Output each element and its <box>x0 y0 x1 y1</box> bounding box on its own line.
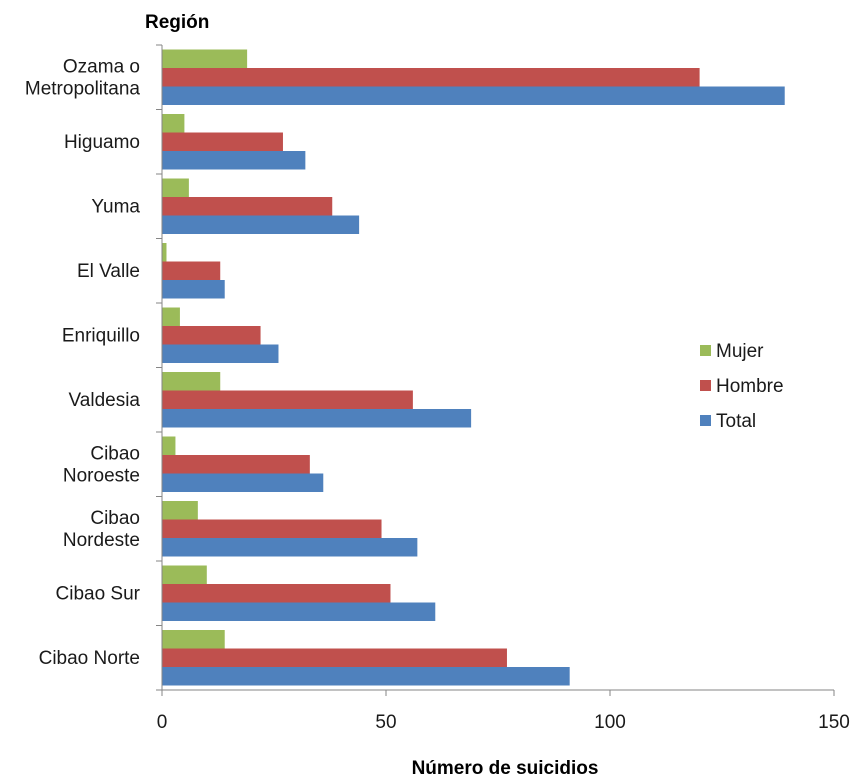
category-label: Ozama o Metropolitana <box>25 56 141 99</box>
category-label: Cibao Norte <box>39 648 140 669</box>
bar-hombre-5 <box>162 390 413 409</box>
bar-total-1 <box>162 151 306 170</box>
bar-hombre-9 <box>162 648 507 667</box>
x-tick-label: 150 <box>818 712 850 733</box>
category-label: El Valle <box>77 261 140 282</box>
bar-mujer-5 <box>162 372 221 391</box>
bar-hombre-3 <box>162 261 221 280</box>
bar-hombre-8 <box>162 584 391 603</box>
bar-mujer-9 <box>162 630 225 649</box>
category-label: Enriquillo <box>62 325 140 346</box>
category-label: Yuma <box>91 196 140 217</box>
legend-swatch-mujer <box>700 345 711 356</box>
bar-total-4 <box>162 344 279 363</box>
legend-label-total: Total <box>716 411 756 432</box>
legend-label-mujer: Mujer <box>716 341 764 362</box>
x-tick-label: 0 <box>157 712 168 733</box>
bar-mujer-4 <box>162 307 180 326</box>
bars-layer <box>162 49 785 686</box>
x-axis-title: Número de suicidios <box>412 758 599 777</box>
legend-swatch-hombre <box>700 380 711 391</box>
category-label: Cibao Noroeste <box>63 443 140 486</box>
bar-total-0 <box>162 86 785 105</box>
bar-mujer-6 <box>162 436 176 455</box>
bar-mujer-7 <box>162 501 198 520</box>
legend-label-hombre: Hombre <box>716 376 784 397</box>
bar-total-5 <box>162 409 472 428</box>
bar-hombre-7 <box>162 519 382 538</box>
bar-total-9 <box>162 667 570 686</box>
bar-mujer-2 <box>162 178 189 197</box>
legend-swatch-total <box>700 415 711 426</box>
bar-mujer-1 <box>162 114 185 133</box>
bar-mujer-8 <box>162 565 207 584</box>
bar-mujer-0 <box>162 49 248 68</box>
category-label: Valdesia <box>69 390 141 411</box>
bar-total-6 <box>162 473 324 492</box>
bar-hombre-2 <box>162 197 333 216</box>
bar-hombre-1 <box>162 132 283 151</box>
category-labels: Ozama o Metropolitana Higuamo Yuma El Valle E… <box>25 56 141 669</box>
axis-layer: 0 50 100 150 <box>156 44 850 733</box>
x-tick-label: 50 <box>375 712 396 733</box>
y-axis-title: Región <box>145 12 209 33</box>
category-label: Cibao Nordeste <box>63 508 140 551</box>
bar-total-3 <box>162 280 225 299</box>
x-tick-label: 100 <box>594 712 626 733</box>
bar-hombre-0 <box>162 68 700 87</box>
bar-hombre-6 <box>162 455 310 474</box>
bar-total-2 <box>162 215 360 234</box>
bar-mujer-3 <box>162 243 167 262</box>
bar-total-7 <box>162 538 418 557</box>
bar-total-8 <box>162 602 436 621</box>
legend: Mujer Hombre Total <box>700 341 784 432</box>
bar-hombre-4 <box>162 326 261 345</box>
category-label: Higuamo <box>64 132 140 153</box>
category-label: Cibao Sur <box>56 583 141 604</box>
